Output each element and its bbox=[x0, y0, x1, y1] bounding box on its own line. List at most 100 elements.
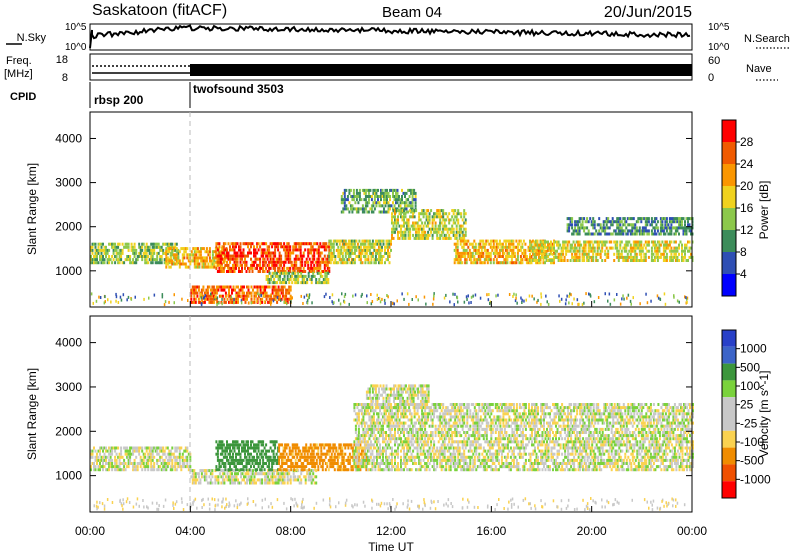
velocity-cell bbox=[169, 455, 172, 459]
power-cell bbox=[145, 251, 148, 255]
power-cell bbox=[268, 266, 271, 270]
power-cell bbox=[515, 296, 517, 300]
power-cell bbox=[316, 270, 319, 273]
velocity-cell bbox=[144, 455, 147, 459]
power-cell bbox=[635, 255, 638, 259]
velocity-cell bbox=[250, 465, 252, 469]
noise-panel: N.Sky 10^5 10^0 10^5 10^0 N.Search bbox=[6, 22, 790, 53]
power-cell bbox=[497, 255, 500, 258]
power-cell bbox=[586, 255, 589, 259]
power-cell bbox=[583, 243, 586, 247]
power-cell bbox=[602, 243, 605, 247]
power-cell bbox=[676, 246, 679, 250]
power-cell bbox=[443, 218, 446, 222]
velocity-cell bbox=[253, 472, 256, 476]
power-cell bbox=[286, 266, 289, 270]
velocity-cell bbox=[108, 458, 111, 462]
power-cell bbox=[100, 258, 103, 262]
power-cell bbox=[133, 261, 136, 265]
power-cell bbox=[212, 291, 215, 295]
power-cell bbox=[186, 247, 189, 251]
power-cell bbox=[583, 226, 586, 230]
power-cell bbox=[432, 297, 435, 301]
velocity-cell bbox=[222, 455, 225, 459]
velocity-cell bbox=[112, 465, 115, 469]
power-cell bbox=[592, 259, 595, 262]
power-cell bbox=[399, 201, 402, 205]
power-cell bbox=[616, 246, 619, 250]
power-cell bbox=[416, 224, 419, 228]
power-cell bbox=[90, 255, 92, 258]
power-cell bbox=[384, 251, 386, 255]
velocity-cell bbox=[247, 472, 250, 476]
power-cell bbox=[501, 245, 504, 249]
power-cell bbox=[578, 243, 581, 247]
power-cell bbox=[199, 300, 202, 304]
power-cell bbox=[361, 251, 364, 255]
power-cell bbox=[542, 255, 545, 259]
velocity-cell bbox=[347, 458, 350, 462]
power-cell bbox=[413, 221, 416, 225]
power-cell bbox=[628, 217, 631, 221]
power-cell bbox=[390, 242, 392, 246]
power-cell bbox=[243, 285, 245, 289]
power-cell bbox=[547, 248, 549, 252]
velocity-cell bbox=[162, 468, 165, 472]
power-cell bbox=[161, 293, 164, 297]
velocity-cell bbox=[150, 465, 153, 469]
velocity-cell bbox=[357, 449, 360, 453]
velocity-cell bbox=[99, 452, 101, 456]
power-cell bbox=[147, 248, 150, 252]
velocity-cell bbox=[247, 446, 249, 450]
power-cell bbox=[229, 260, 231, 264]
velocity-cell bbox=[105, 458, 107, 462]
power-cell bbox=[305, 293, 308, 297]
velocity-cell bbox=[287, 458, 290, 462]
velocity-cell bbox=[365, 409, 368, 413]
power-cell bbox=[127, 248, 130, 252]
velocity-cell bbox=[365, 468, 368, 472]
velocity-cell bbox=[232, 458, 234, 462]
power-cell bbox=[550, 251, 552, 255]
power-cell bbox=[598, 252, 601, 256]
power-cell bbox=[676, 249, 679, 253]
power-cell bbox=[437, 215, 440, 219]
velocity-cell bbox=[229, 455, 231, 459]
power-cell bbox=[550, 261, 552, 265]
power-cell bbox=[211, 265, 214, 269]
power-cell bbox=[646, 301, 649, 305]
power-cell bbox=[653, 240, 656, 244]
velocity-cell bbox=[291, 446, 294, 450]
power-cell bbox=[398, 224, 401, 228]
power-cell bbox=[665, 252, 668, 256]
power-cell bbox=[414, 191, 417, 195]
power-cell bbox=[425, 302, 427, 306]
power-cell bbox=[246, 297, 248, 301]
power-cell bbox=[418, 236, 421, 240]
power-cell bbox=[592, 220, 595, 224]
power-cell bbox=[626, 232, 629, 236]
velocity-cell bbox=[284, 468, 287, 472]
velocity-cell bbox=[103, 458, 106, 462]
power-cell bbox=[353, 245, 356, 249]
power-cell bbox=[646, 220, 649, 224]
power-cell bbox=[629, 217, 632, 221]
power-cell bbox=[233, 248, 236, 252]
velocity-cell bbox=[366, 462, 369, 465]
power-cell bbox=[581, 303, 584, 307]
power-cell bbox=[285, 297, 288, 301]
velocity-cell bbox=[256, 452, 259, 456]
power-cell bbox=[367, 245, 370, 249]
power-cell bbox=[673, 255, 676, 259]
power-cell bbox=[391, 227, 393, 231]
velocity-cell bbox=[275, 458, 278, 462]
power-cell bbox=[425, 209, 428, 213]
power-cell bbox=[241, 285, 244, 289]
power-cell bbox=[545, 259, 548, 262]
power-cell bbox=[592, 217, 595, 221]
power-cell bbox=[498, 239, 501, 243]
velocity-cell bbox=[254, 462, 257, 465]
power-cell bbox=[410, 207, 413, 211]
power-cell bbox=[530, 255, 533, 258]
power-cell bbox=[455, 227, 458, 231]
